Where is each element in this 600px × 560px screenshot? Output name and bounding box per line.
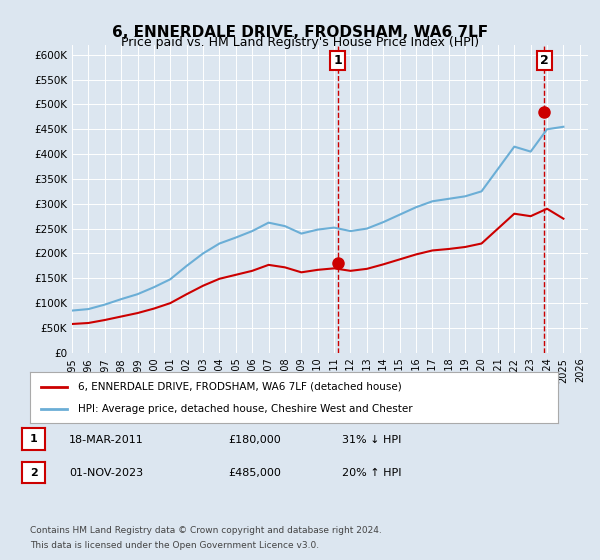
Text: 01-NOV-2023: 01-NOV-2023 bbox=[69, 468, 143, 478]
Text: 1: 1 bbox=[30, 434, 37, 444]
Text: Price paid vs. HM Land Registry's House Price Index (HPI): Price paid vs. HM Land Registry's House … bbox=[121, 36, 479, 49]
Text: 31% ↓ HPI: 31% ↓ HPI bbox=[342, 435, 401, 445]
Text: 6, ENNERDALE DRIVE, FRODSHAM, WA6 7LF (detached house): 6, ENNERDALE DRIVE, FRODSHAM, WA6 7LF (d… bbox=[77, 381, 401, 391]
Text: 6, ENNERDALE DRIVE, FRODSHAM, WA6 7LF: 6, ENNERDALE DRIVE, FRODSHAM, WA6 7LF bbox=[112, 25, 488, 40]
Text: This data is licensed under the Open Government Licence v3.0.: This data is licensed under the Open Gov… bbox=[30, 541, 319, 550]
Text: 1: 1 bbox=[333, 54, 342, 67]
Text: 20% ↑ HPI: 20% ↑ HPI bbox=[342, 468, 401, 478]
Text: 2: 2 bbox=[30, 468, 37, 478]
Text: £180,000: £180,000 bbox=[228, 435, 281, 445]
Text: 2: 2 bbox=[540, 54, 548, 67]
Text: £485,000: £485,000 bbox=[228, 468, 281, 478]
Text: 18-MAR-2011: 18-MAR-2011 bbox=[69, 435, 144, 445]
Text: Contains HM Land Registry data © Crown copyright and database right 2024.: Contains HM Land Registry data © Crown c… bbox=[30, 526, 382, 535]
Text: HPI: Average price, detached house, Cheshire West and Chester: HPI: Average price, detached house, Ches… bbox=[77, 404, 412, 414]
